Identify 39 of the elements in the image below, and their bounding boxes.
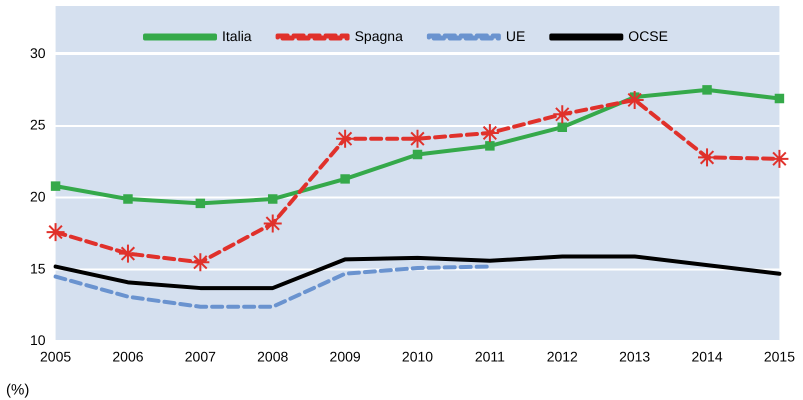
x-tick-label: 2007 [184,348,216,364]
x-tick-label: 2005 [40,348,72,364]
legend-label: Spagna [354,28,404,44]
y-tick-label: 30 [30,44,46,61]
point [485,141,495,151]
point [190,252,210,272]
x-tick-label: 2012 [546,348,578,364]
y-tick-label: 15 [30,260,46,276]
point [624,90,645,110]
x-tick-label: 2015 [764,348,796,364]
point [552,104,572,124]
y-tick-label: 10 [30,332,46,348]
x-tick-label: 2006 [112,348,144,364]
point [123,194,133,204]
x-tick-label: 2009 [330,348,361,364]
point [480,122,500,143]
point [558,122,568,132]
legend-label: UE [506,28,526,44]
point [340,174,350,184]
point [262,213,283,234]
legend-label: Italia [222,28,252,44]
point [46,222,66,242]
point [196,198,206,208]
x-tick-label: 2013 [619,348,650,364]
x-tick-label: 2014 [691,348,723,364]
legend-label: OCSE [628,28,668,44]
point [774,94,784,104]
x-tick-label: 2010 [402,348,434,364]
point [702,85,712,95]
point [412,150,422,160]
point [335,128,356,149]
point [268,194,278,204]
y-axis-title: (%) [6,382,30,399]
x-tick-label: 2008 [257,348,289,364]
x-tick-label: 2011 [474,348,506,364]
point [50,181,60,191]
point [118,244,138,264]
y-tick-label: 25 [30,116,46,133]
y-tick-label: 20 [30,188,46,204]
